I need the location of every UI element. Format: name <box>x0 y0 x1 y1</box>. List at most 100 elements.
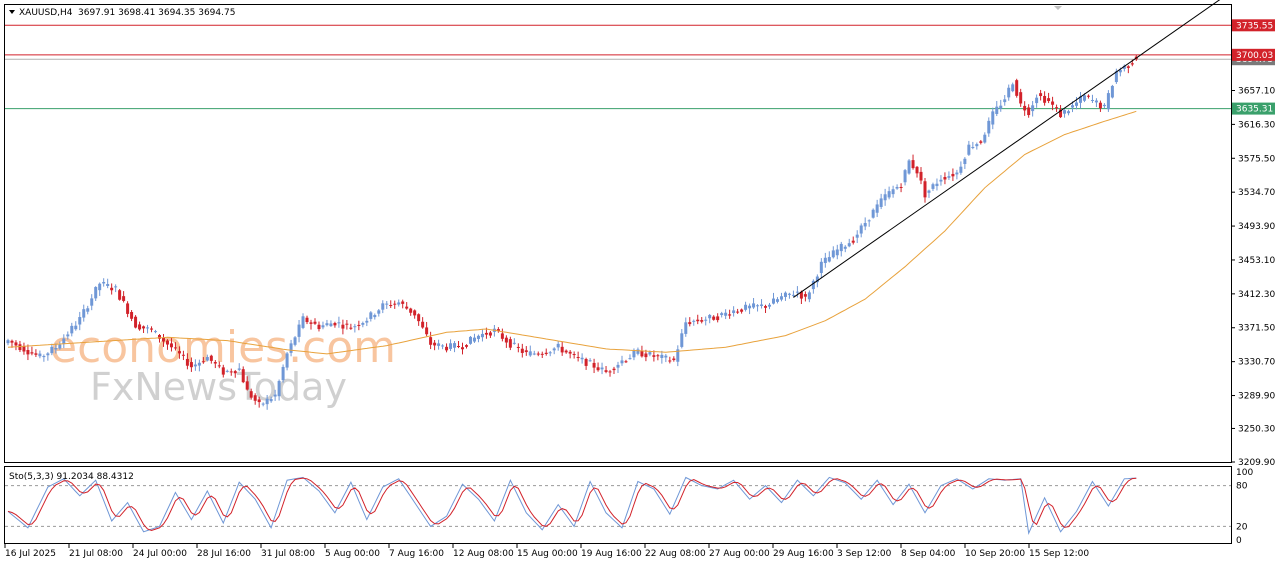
candle <box>425 321 429 337</box>
candle <box>245 376 249 391</box>
candle <box>764 304 768 313</box>
candle <box>229 368 233 376</box>
time-tick-label: 10 Sep 20:00 <box>965 549 1025 559</box>
stochastic-signal-line <box>7 477 1137 532</box>
watermark: economies.com FxNewsToday <box>50 322 396 409</box>
candle <box>130 310 134 322</box>
candle <box>213 360 217 369</box>
candle <box>225 369 229 373</box>
candle <box>504 335 508 348</box>
candle <box>548 350 552 357</box>
candle <box>724 309 728 320</box>
time-axis: 16 Jul 2025 21 Jul 08:00 24 Jul 00:00 28 Ju… <box>4 544 1089 559</box>
price-tick-label: 3657.10 <box>1238 86 1275 96</box>
candle <box>409 307 413 316</box>
candle <box>923 177 927 203</box>
time-tick-label: 28 Jul 16:00 <box>197 549 251 559</box>
candle <box>401 299 405 309</box>
candle <box>787 292 791 299</box>
stochastic-tick-label: 0 <box>1236 536 1242 546</box>
candle <box>484 327 488 339</box>
time-tick-label: 8 Sep 04:00 <box>901 549 956 559</box>
price-tick-label: 3371.50 <box>1238 324 1275 334</box>
candlestick-series <box>6 55 1138 410</box>
candle <box>62 334 66 349</box>
candle <box>42 354 46 362</box>
candle <box>185 353 189 370</box>
candle <box>86 305 90 315</box>
candle <box>560 341 564 356</box>
candle <box>756 304 760 312</box>
candle <box>740 308 744 314</box>
candle <box>317 321 321 332</box>
candle <box>1015 78 1019 98</box>
candle <box>588 358 592 362</box>
candle <box>983 132 987 144</box>
candle <box>851 236 855 245</box>
candle <box>811 279 815 294</box>
candle <box>1110 84 1114 99</box>
time-tick-label: 31 Jul 08:00 <box>261 549 315 559</box>
candle <box>544 348 548 356</box>
candle <box>528 345 532 357</box>
candle <box>313 318 317 325</box>
candle <box>536 351 540 357</box>
candle <box>261 402 265 407</box>
candle <box>385 301 389 309</box>
candle <box>732 306 736 317</box>
candle <box>863 217 867 231</box>
scroll-marker-icon <box>1054 6 1062 10</box>
price-tick-label: 3412.30 <box>1238 290 1275 300</box>
candle <box>668 356 672 364</box>
candle <box>114 284 118 293</box>
red-line-price-text: 3700.03 <box>1236 51 1273 61</box>
time-tick-label: 5 Aug 00:00 <box>325 549 380 559</box>
candle <box>564 349 568 354</box>
candle <box>859 223 863 238</box>
candle <box>512 338 516 345</box>
candle <box>464 344 468 349</box>
candle <box>939 175 943 186</box>
candle <box>265 395 269 410</box>
price-levels <box>5 24 1231 110</box>
candle <box>656 353 660 361</box>
candle <box>911 154 915 170</box>
candle <box>389 300 393 309</box>
candle <box>712 315 716 321</box>
candle <box>680 329 684 349</box>
candle <box>716 313 720 323</box>
candle <box>161 333 165 347</box>
candle <box>855 230 859 244</box>
stochastic-panel-frame <box>4 466 1232 544</box>
candle <box>819 258 823 279</box>
candle <box>441 344 445 350</box>
candle <box>1043 91 1047 106</box>
red-line-price-box <box>1232 48 1275 61</box>
candle <box>883 188 887 206</box>
candle <box>1035 94 1039 108</box>
candle <box>38 350 42 359</box>
candle <box>1007 84 1011 101</box>
candle <box>520 343 524 358</box>
candle <box>600 362 604 375</box>
candle <box>6 338 10 346</box>
candle <box>221 364 225 378</box>
candle <box>201 357 205 364</box>
candle <box>556 341 560 351</box>
time-tick-label: 3 Sep 12:00 <box>837 549 892 559</box>
candle <box>146 324 150 334</box>
candle <box>995 101 999 117</box>
candle <box>572 351 576 359</box>
candle <box>357 320 361 331</box>
candle <box>365 317 369 327</box>
stochastic-levels <box>5 485 1231 527</box>
candle <box>1102 103 1106 109</box>
candle <box>54 343 58 354</box>
candle <box>524 346 528 356</box>
candle <box>150 326 154 333</box>
candle <box>273 389 277 401</box>
candle <box>652 350 656 362</box>
stochastic-title: Sto(5,3,3) 91.2034 88.4312 <box>9 472 134 482</box>
dropdown-triangle-icon[interactable] <box>9 10 15 14</box>
